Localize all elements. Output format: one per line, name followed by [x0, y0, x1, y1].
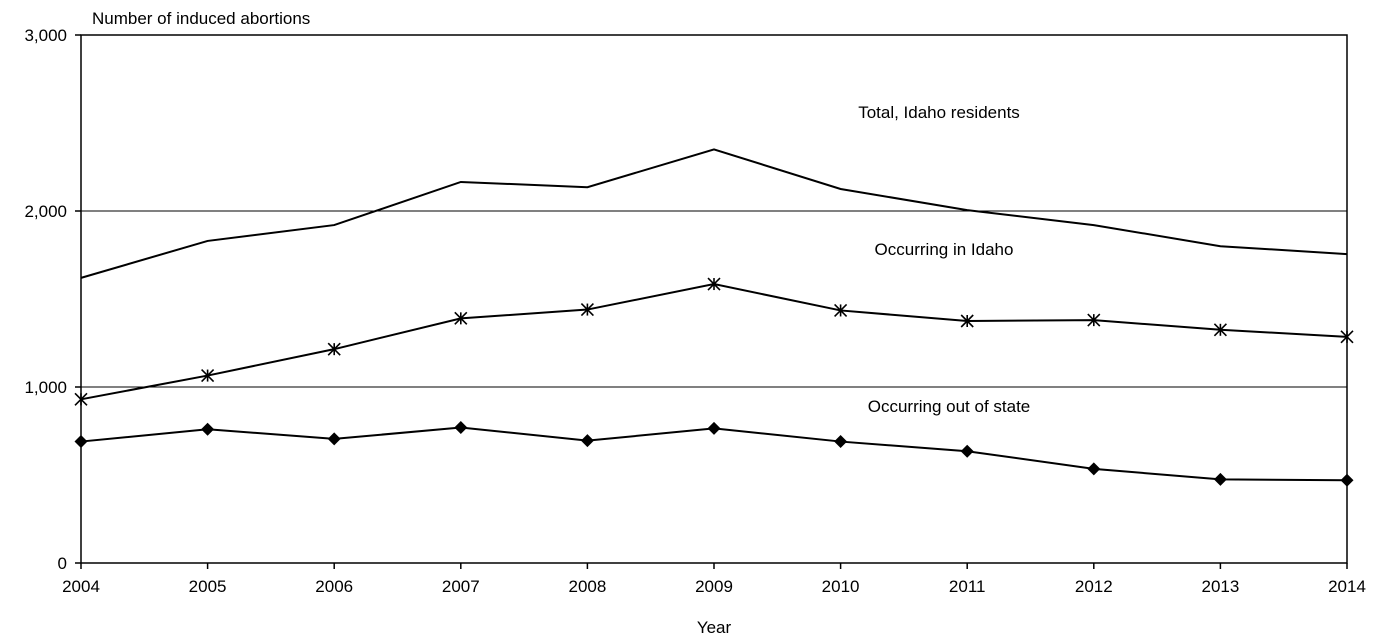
data-point-asterisk: [201, 368, 215, 383]
y-tick-label: 2,000: [24, 202, 67, 221]
x-tick-label: 2012: [1075, 577, 1113, 596]
series-line: [80, 426, 1348, 482]
data-point-asterisk: [834, 303, 848, 318]
x-tick-label: 2014: [1328, 577, 1366, 596]
x-tick-label: 2005: [189, 577, 227, 596]
gridlines: [81, 210, 1347, 388]
y-axis-title: Number of induced abortions: [92, 9, 310, 28]
series-labels: Total, Idaho residents Occurring in Idaho…: [858, 103, 1030, 416]
data-point-asterisk: [580, 302, 594, 317]
data-point-diamond: [201, 422, 215, 436]
x-tick-label: 2007: [442, 577, 480, 596]
x-tick-label: 2010: [822, 577, 860, 596]
series-2: [74, 277, 1354, 406]
series-label: Occurring out of state: [868, 397, 1031, 416]
x-tick-label: 2013: [1201, 577, 1239, 596]
data-point-asterisk: [1213, 323, 1227, 337]
data-point-asterisk: [327, 342, 341, 356]
data-point-diamond: [1213, 472, 1227, 486]
data-point-asterisk: [1340, 330, 1354, 344]
data-point-diamond: [707, 421, 721, 435]
series-group: [74, 148, 1354, 487]
data-point-diamond: [580, 434, 594, 448]
data-point-asterisk: [960, 314, 974, 328]
series-3: [74, 420, 1354, 487]
series-line: [80, 148, 1348, 279]
x-tick-label: 2004: [62, 577, 100, 596]
y-tick-label: 1,000: [24, 378, 67, 397]
x-tick-label: 2009: [695, 577, 733, 596]
data-point-diamond: [1340, 473, 1354, 487]
y-tick-label: 3,000: [24, 26, 67, 45]
data-point-asterisk: [454, 311, 468, 325]
data-point-asterisk: [74, 392, 88, 406]
data-point-diamond: [960, 444, 974, 458]
series-1: [80, 148, 1348, 279]
x-axis-title: Year: [697, 618, 732, 637]
data-point-diamond: [327, 432, 341, 446]
y-axis-ticks: 0 1,000 2,000 3,000: [24, 26, 81, 573]
data-point-diamond: [74, 435, 88, 449]
data-point-diamond: [1087, 462, 1101, 476]
data-point-diamond: [454, 420, 468, 434]
y-tick-label: 0: [58, 554, 67, 573]
data-point-diamond: [834, 435, 848, 449]
data-point-asterisk: [707, 277, 721, 291]
x-tick-label: 2008: [568, 577, 606, 596]
series-label: Total, Idaho residents: [858, 103, 1020, 122]
series-label: Occurring in Idaho: [875, 240, 1014, 259]
x-axis-ticks: 2004 2005 2006 2007 2008 2009 2010 2011 2012 2013…: [62, 563, 1366, 596]
x-tick-label: 2011: [949, 577, 986, 596]
series-line: [80, 283, 1348, 401]
x-tick-label: 2006: [315, 577, 353, 596]
data-point-asterisk: [1087, 313, 1101, 327]
plot-area-frame: [80, 34, 1348, 564]
